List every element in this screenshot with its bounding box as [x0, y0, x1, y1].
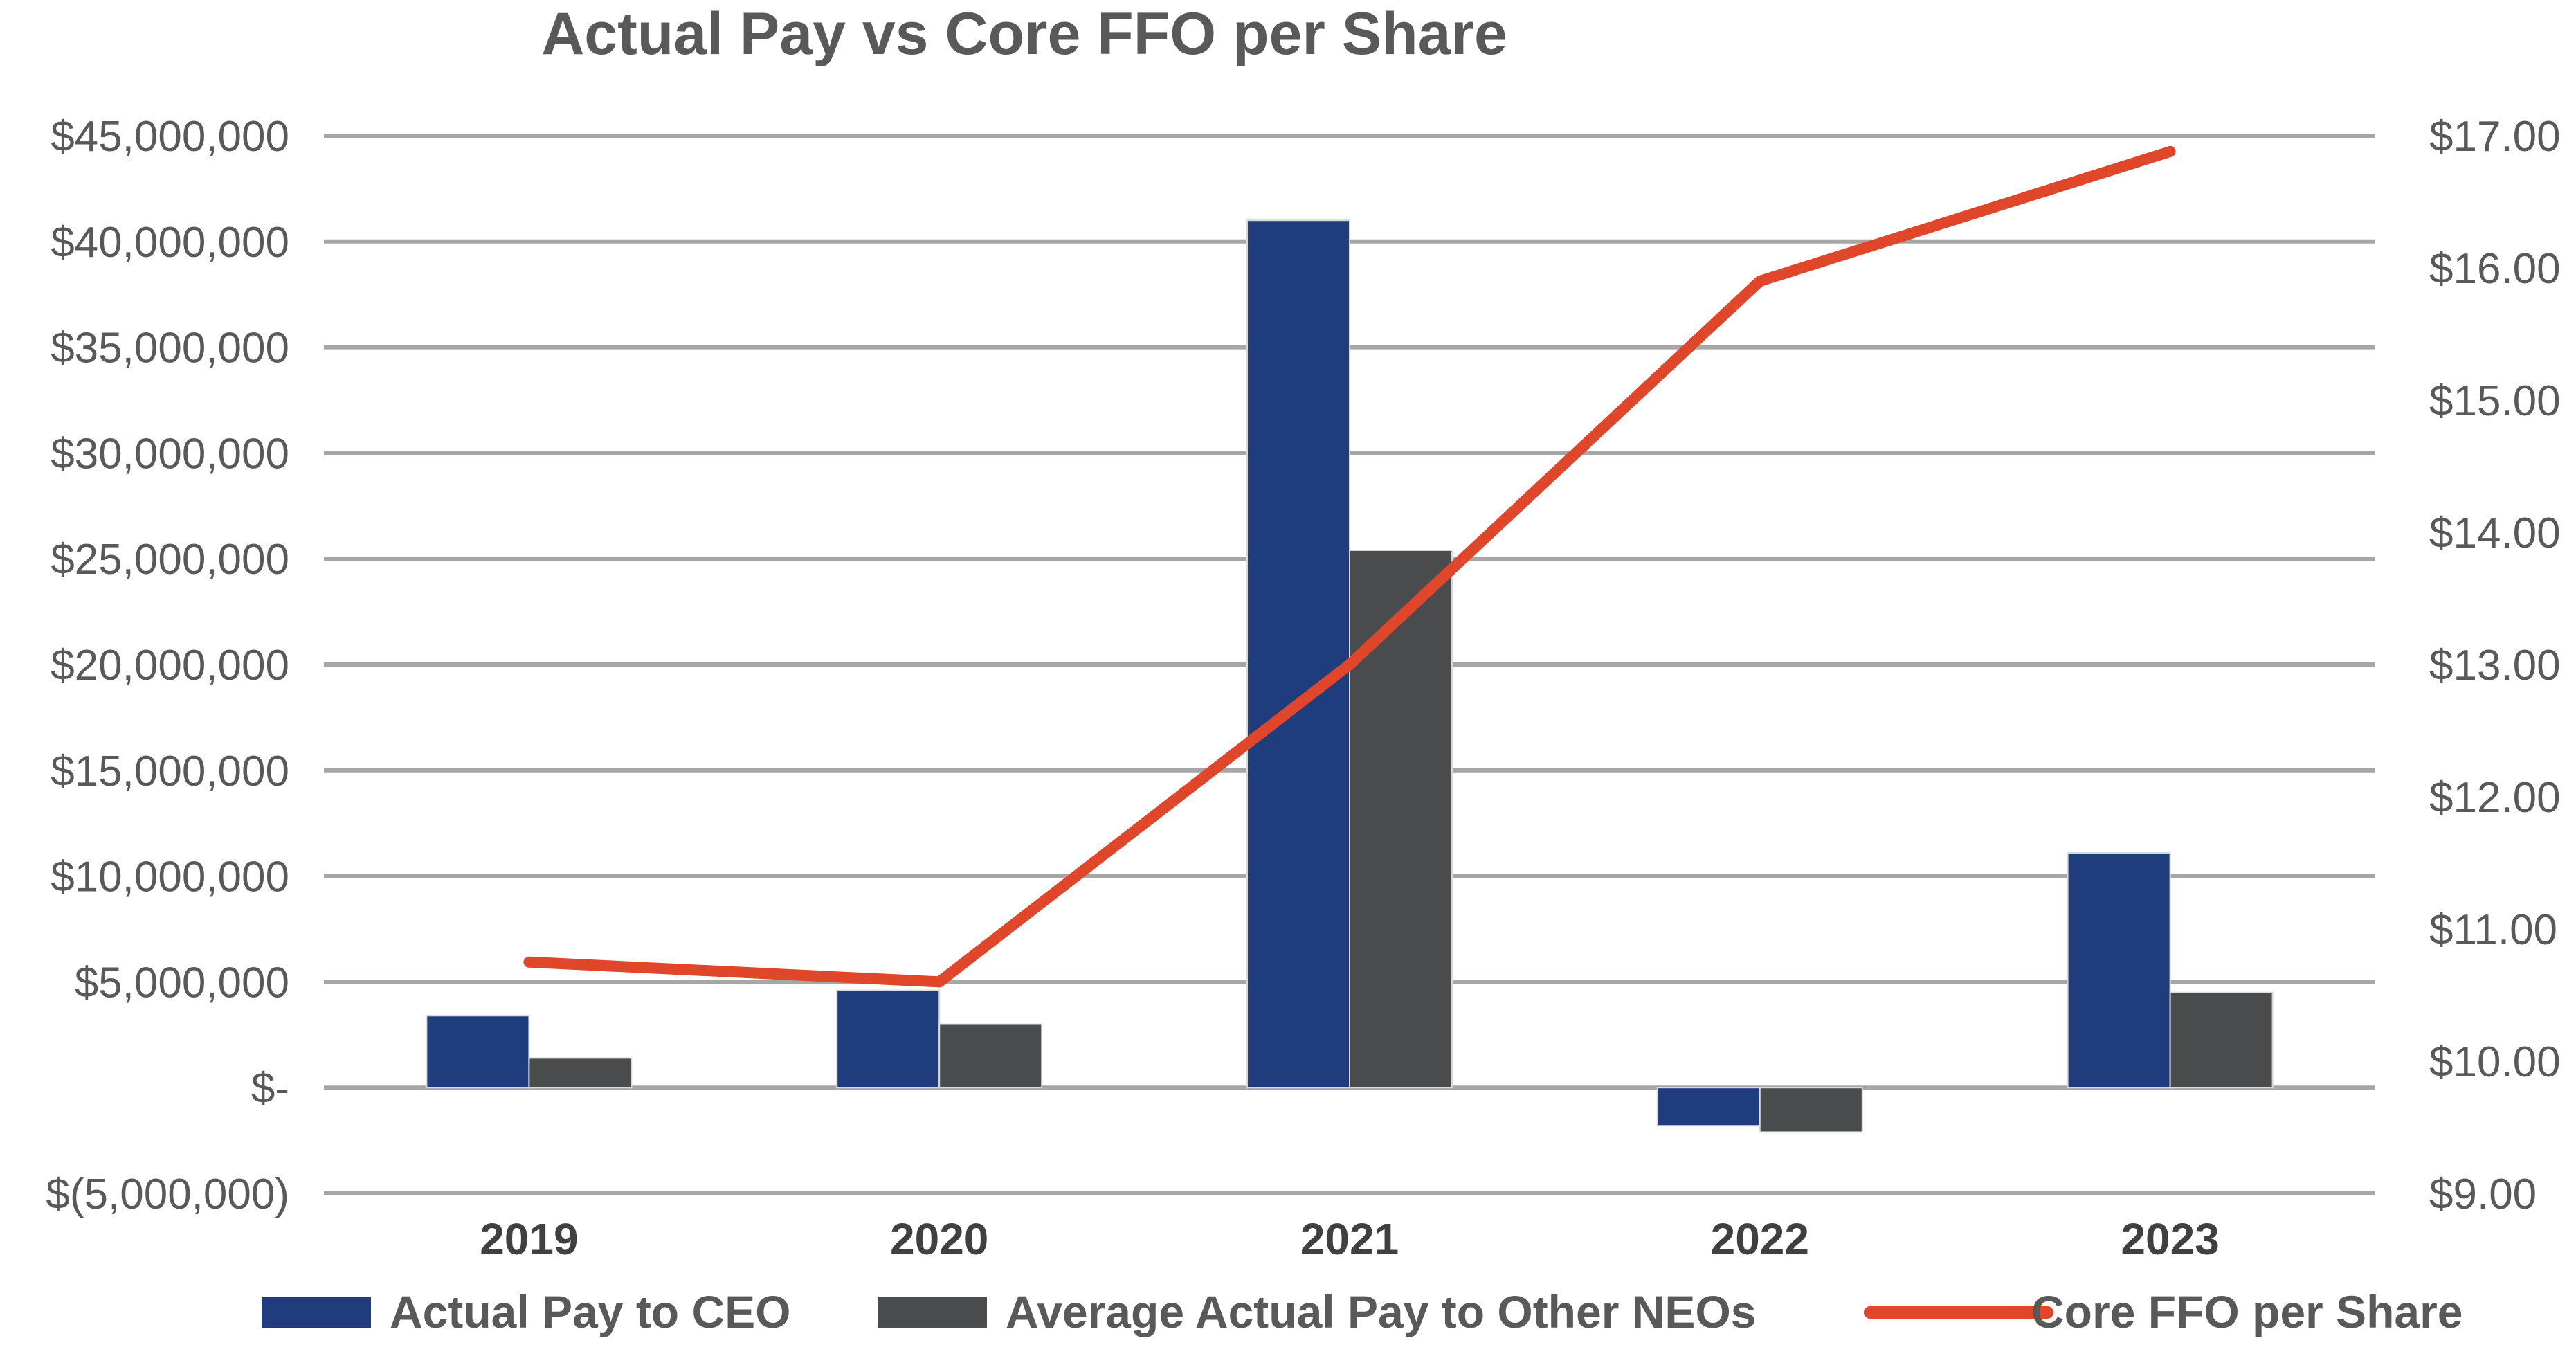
y-right-tick-label: $14.00 — [2429, 509, 2561, 557]
y-left-tick-label: $20,000,000 — [51, 642, 289, 689]
bar-ceo-2019 — [426, 1015, 530, 1089]
point-core-ffo-2023 — [2169, 150, 2171, 152]
bar-ceo-2023 — [2067, 851, 2171, 1089]
chart-title: Actual Pay vs Core FFO per Share — [541, 1, 1507, 67]
x-tick-label: 2022 — [1711, 1214, 1809, 1264]
y-left-tick-label: $35,000,000 — [51, 325, 289, 372]
point-core-ffo-2021 — [1349, 664, 1350, 665]
point-core-ffo-2020 — [938, 981, 941, 983]
bar-other-neos-2023 — [2169, 991, 2274, 1089]
x-tick-label: 2020 — [890, 1214, 988, 1264]
legend-swatch-ceo — [262, 1297, 371, 1328]
x-tick-label: 2021 — [1300, 1214, 1399, 1264]
y-right-tick-label: $16.00 — [2429, 245, 2561, 293]
y-right-tick-label: $9.00 — [2429, 1171, 2537, 1218]
bar-ceo-2021 — [1246, 219, 1350, 1089]
y-left-tick-label: $(5,000,000) — [46, 1171, 289, 1218]
y-right-tick-label: $15.00 — [2429, 377, 2561, 425]
y-left-tick-label: $25,000,000 — [51, 536, 289, 584]
x-tick-label: 2019 — [480, 1214, 578, 1264]
legend-label-core-ffo: Core FFO per Share — [2031, 1286, 2463, 1337]
y-right-tick-label: $17.00 — [2429, 113, 2561, 161]
y-left-tick-label: $15,000,000 — [51, 748, 289, 795]
line-series — [523, 145, 2176, 988]
y-left-tick-label: $10,000,000 — [51, 854, 289, 901]
bar-other-neos-2019 — [528, 1057, 633, 1089]
bars — [426, 219, 2274, 1133]
y-left-tick-label: $- — [251, 1065, 289, 1112]
x-tick-label: 2023 — [2121, 1214, 2219, 1264]
legend-label-ceo: Actual Pay to CEO — [390, 1286, 790, 1337]
y-axis-left-ticks: $45,000,000 $40,000,000 $35,000,000 $30,000… — [46, 113, 289, 1218]
y-left-tick-label: $30,000,000 — [51, 430, 289, 478]
y-right-tick-label: $10.00 — [2429, 1038, 2561, 1086]
y-left-tick-label: $40,000,000 — [51, 219, 289, 267]
y-right-tick-label: $12.00 — [2429, 774, 2561, 822]
point-core-ffo-2019 — [528, 961, 530, 963]
legend: Actual Pay to CEO Average Actual Pay to … — [262, 1286, 2463, 1337]
bar-other-neos-2020 — [938, 1023, 1043, 1089]
bar-other-neos-2021 — [1349, 549, 1453, 1089]
x-axis-ticks: 2019 2020 2021 2022 2023 — [480, 1214, 2220, 1264]
y-left-tick-label: $5,000,000 — [75, 959, 289, 1007]
bar-ceo-2022 — [1656, 1087, 1761, 1127]
bar-other-neos-2022 — [1759, 1087, 1863, 1133]
y-right-tick-label: $13.00 — [2429, 642, 2561, 689]
point-core-ffo-2022 — [1759, 280, 1761, 282]
legend-swatch-other-neos — [878, 1297, 987, 1328]
legend-label-other-neos: Average Actual Pay to Other NEOs — [1006, 1286, 1756, 1337]
bar-ceo-2020 — [836, 989, 941, 1089]
y-right-tick-label: $11.00 — [2429, 906, 2557, 954]
y-axis-right-ticks: $17.00 $16.00 $15.00 $14.00 $13.00 $12.00 $11.… — [2429, 113, 2561, 1218]
y-left-tick-label: $45,000,000 — [51, 113, 289, 161]
